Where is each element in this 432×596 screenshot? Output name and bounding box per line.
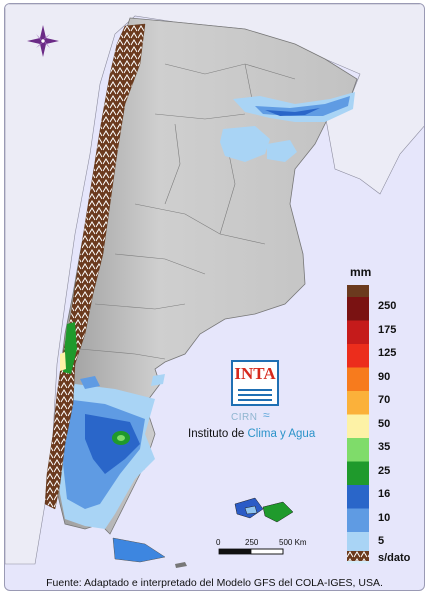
- legend-color-box: [347, 320, 369, 344]
- legend-label-16: 16: [378, 488, 391, 500]
- legend-label-70: 70: [378, 394, 391, 406]
- precip-coastal-chile: [63, 322, 77, 374]
- map-frame: mm 250 175 125 90 70 50 35 25 16 10 5 s/dato 0 250…: [4, 3, 425, 591]
- inta-logo: INTA: [231, 360, 279, 406]
- precip-northeast: [151, 92, 355, 386]
- legend-color-box: [347, 508, 369, 532]
- legend-nodata-label: s/dato: [378, 552, 411, 564]
- compass-rose-icon: [27, 25, 59, 57]
- institute-accent: Clima y Agua: [247, 428, 316, 440]
- legend-label-5: 5: [378, 535, 385, 547]
- legend-color-box: [347, 532, 369, 556]
- legend-label-90: 90: [378, 370, 391, 383]
- cirn-label: CIRN: [231, 412, 258, 423]
- nodata-strip: [44, 23, 146, 510]
- legend-color-box: [347, 367, 369, 391]
- legend-label-25: 25: [378, 464, 391, 477]
- scale-tick-500: 500 Km: [279, 538, 307, 547]
- tierra-del-fuego: [112, 537, 166, 563]
- legend-label-10: 10: [378, 511, 391, 524]
- legend-color-box: [347, 414, 369, 438]
- legend-unit: mm: [350, 265, 372, 279]
- legend-label-125: 125: [378, 347, 397, 359]
- legend-color-box: [347, 344, 369, 368]
- scale-bar: [218, 548, 284, 555]
- institute-prefix: Instituto de: [188, 428, 248, 440]
- source-footer: Fuente: Adaptado e interpretado del Mode…: [46, 577, 383, 589]
- inta-logo-text: INTA: [234, 364, 276, 383]
- legend-color-box: [347, 461, 369, 485]
- legend-label-250: 250: [378, 300, 397, 312]
- legend-label-35: 35: [378, 441, 391, 453]
- legend-color-box: [347, 297, 369, 321]
- scale-tick-250: 250: [245, 538, 259, 547]
- legend-color-cap: [347, 285, 369, 297]
- scale-tick-0: 0: [216, 538, 221, 547]
- legend-color-box: [347, 391, 369, 415]
- legend-color-box: [347, 438, 369, 462]
- legend-label-175: 175: [378, 323, 397, 336]
- malvinas-islands: [234, 497, 294, 523]
- precip-patagonia: [57, 376, 155, 529]
- legend-color-box: [347, 485, 369, 509]
- precipitation-map: [5, 4, 424, 568]
- institute-name: Instituto de Clima y Agua: [188, 428, 315, 440]
- legend-color-scale: [347, 285, 369, 564]
- legend-nodata-swatch: [347, 551, 369, 561]
- wave-icon: ≈: [263, 408, 270, 422]
- legend-label-50: 50: [378, 417, 391, 430]
